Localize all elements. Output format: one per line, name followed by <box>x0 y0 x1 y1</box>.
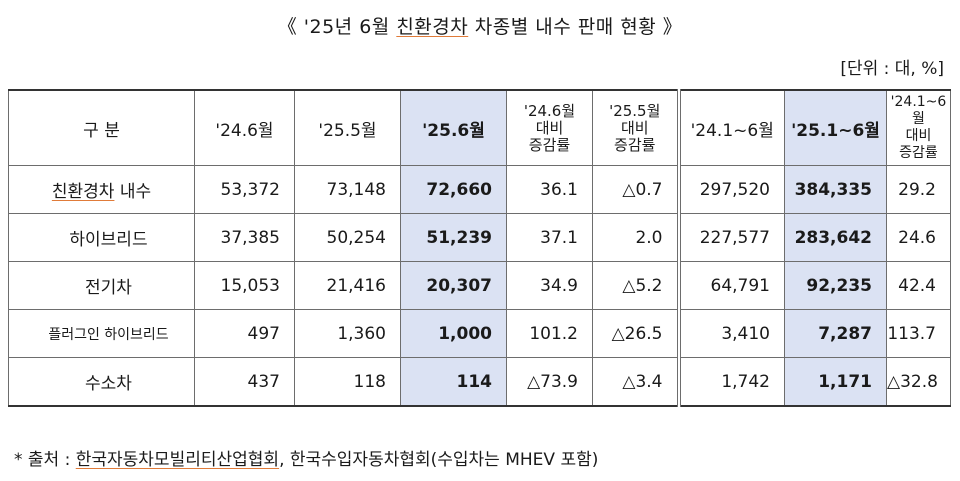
title-prefix: 《 '25년 6월 <box>277 16 397 38</box>
cell-c6: 64,791 <box>676 261 785 310</box>
cell-c7: 283,642 <box>784 213 887 262</box>
header-c1: '24.6월 <box>194 89 295 166</box>
cell-c8: 24.6 <box>886 213 951 262</box>
header-category: 구 분 <box>8 89 195 166</box>
cell-c1: 497 <box>194 309 295 358</box>
header-c4-line3: 증감률 <box>528 135 571 154</box>
title-highlight: 친환경차 <box>396 16 469 38</box>
header-c8-line1: '24.1~6월 <box>890 94 947 127</box>
row-category-highlight: 친환경차 <box>51 182 115 202</box>
cell-c3: 1,000 <box>400 309 507 358</box>
table-row: 친환경차 내수 53,372 73,148 72,660 36.1 △0.7 2… <box>8 165 951 214</box>
table-row: 수소차 437 118 114 △73.9 △3.4 1,742 1,171 △… <box>8 357 951 407</box>
row-category: 친환경차 내수 <box>8 165 195 214</box>
source-footnote: * 출처 : 한국자동차모빌리티산업협회, 한국수입자동차협회(수입차는 MHE… <box>14 445 598 470</box>
cell-c4: 37.1 <box>506 213 593 262</box>
cell-c8: 29.2 <box>886 165 951 214</box>
cell-c8: △32.8 <box>886 357 951 407</box>
header-c8-line2: 대비 <box>905 128 932 144</box>
row-category: 전기차 <box>8 261 195 310</box>
cell-c1: 437 <box>194 357 295 407</box>
header-c5: '25.5월 대비 증감률 <box>592 89 679 166</box>
cell-c2: 21,416 <box>294 261 401 310</box>
cell-c3: 20,307 <box>400 261 507 310</box>
cell-c5: △26.5 <box>592 309 679 358</box>
header-c4-line1: '24.6월 <box>523 101 576 120</box>
header-c8-line3: 증감률 <box>899 145 938 161</box>
header-c5-line2: 대비 <box>620 118 649 137</box>
cell-c5: △3.4 <box>592 357 679 407</box>
cell-c3: 72,660 <box>400 165 507 214</box>
cell-c1: 15,053 <box>194 261 295 310</box>
cell-c1: 53,372 <box>194 165 295 214</box>
cell-c4: 101.2 <box>506 309 593 358</box>
cell-c6: 227,577 <box>676 213 785 262</box>
table-row: 하이브리드 37,385 50,254 51,239 37.1 2.0 227,… <box>8 213 951 262</box>
footnote-source1: 한국자동차모빌리티산업협회 <box>75 450 280 470</box>
footnote-prefix: * 출처 : <box>14 450 76 470</box>
header-c4: '24.6월 대비 증감률 <box>506 89 593 166</box>
footnote-rest: , 한국수입자동차협회(수입차는 MHEV 포함) <box>279 450 599 470</box>
row-category: 하이브리드 <box>8 213 195 262</box>
cell-c2: 118 <box>294 357 401 407</box>
header-row: 구 분 '24.6월 '25.5월 '25.6월 '24.6월 대비 증감률 '… <box>8 89 951 166</box>
cell-c7: 7,287 <box>784 309 887 358</box>
header-c3: '25.6월 <box>400 89 507 166</box>
page-title: 《 '25년 6월 친환경차 차종별 내수 판매 현황 》 <box>0 12 960 39</box>
unit-label: [단위 : 대, %] <box>840 59 944 79</box>
cell-c7: 1,171 <box>784 357 887 407</box>
cell-c6: 297,520 <box>676 165 785 214</box>
header-c6: '24.1~6월 <box>676 89 785 166</box>
cell-c8: 42.4 <box>886 261 951 310</box>
cell-c5: 2.0 <box>592 213 679 262</box>
cell-c6: 3,410 <box>676 309 785 358</box>
cell-c7: 384,335 <box>784 165 887 214</box>
sales-table: 구 분 '24.6월 '25.5월 '25.6월 '24.6월 대비 증감률 '… <box>8 89 951 407</box>
row-category: 플러그인 하이브리드 <box>8 309 195 358</box>
cell-c8: 113.7 <box>886 309 951 358</box>
table-row: 전기차 15,053 21,416 20,307 34.9 △5.2 64,79… <box>8 261 951 310</box>
cell-c4: 36.1 <box>506 165 593 214</box>
cell-c1: 37,385 <box>194 213 295 262</box>
cell-c4: 34.9 <box>506 261 593 310</box>
header-c4-line2: 대비 <box>535 118 564 137</box>
header-c5-line3: 증감률 <box>614 135 656 154</box>
cell-c2: 73,148 <box>294 165 401 214</box>
header-c7: '25.1~6월 <box>784 89 887 166</box>
cell-c3: 51,239 <box>400 213 507 262</box>
header-c8: '24.1~6월 대비 증감률 <box>886 89 951 166</box>
cell-c2: 1,360 <box>294 309 401 358</box>
row-category-rest: 내수 <box>114 182 152 202</box>
cell-c7: 92,235 <box>784 261 887 310</box>
table-row: 플러그인 하이브리드 497 1,360 1,000 101.2 △26.5 3… <box>8 309 951 358</box>
title-suffix: 차종별 내수 판매 현황 》 <box>468 16 683 38</box>
cell-c2: 50,254 <box>294 213 401 262</box>
cell-c6: 1,742 <box>676 357 785 407</box>
header-c2: '25.5월 <box>294 89 401 166</box>
cell-c3: 114 <box>400 357 507 407</box>
row-category: 수소차 <box>8 357 195 407</box>
header-c5-line1: '25.5월 <box>609 101 661 120</box>
cell-c4: △73.9 <box>506 357 593 407</box>
cell-c5: △5.2 <box>592 261 679 310</box>
cell-c5: △0.7 <box>592 165 679 214</box>
